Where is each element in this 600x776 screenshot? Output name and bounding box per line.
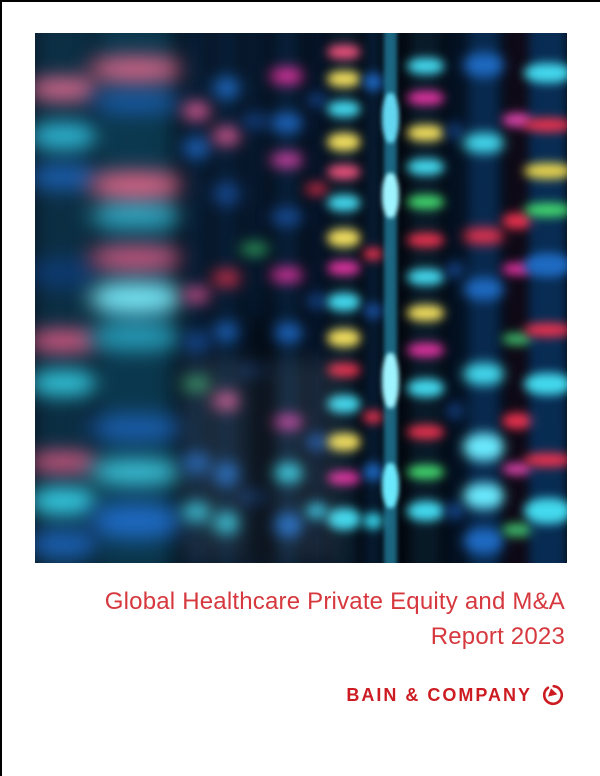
gel-column: [462, 33, 506, 563]
gel-column: [382, 33, 399, 563]
report-title-line2: Report 2023: [430, 623, 565, 650]
gel-column: [524, 33, 567, 563]
report-title-line1: Global Healthcare Private Equity and M&A: [104, 588, 565, 615]
gel-column: [407, 33, 445, 563]
gel-column: [35, 33, 100, 563]
cover-photo: [35, 33, 567, 563]
gel-column: [363, 33, 383, 563]
gel-column: [269, 33, 305, 563]
report-title: Global Healthcare Private Equity and M&A…: [35, 584, 565, 654]
gel-column: [182, 33, 212, 563]
brand-logo: BAIN & COMPANY: [346, 683, 565, 707]
gel-column: [445, 33, 465, 563]
gel-column: [304, 33, 330, 563]
gel-column: [212, 33, 242, 563]
brand-name: BAIN & COMPANY: [346, 684, 532, 705]
gel-column: [87, 33, 185, 563]
gel-column: [326, 33, 362, 563]
gel-column: [501, 33, 535, 563]
bain-compass-icon: [541, 683, 565, 707]
